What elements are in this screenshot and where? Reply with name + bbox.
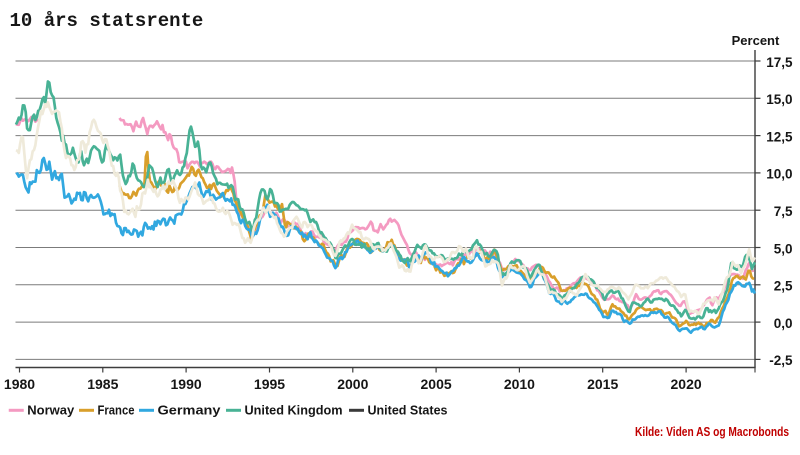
svg-text:2,5: 2,5 <box>774 279 793 294</box>
svg-text:10 års statsrente: 10 års statsrente <box>10 10 204 32</box>
svg-text:United Kingdom: United Kingdom <box>245 404 343 418</box>
svg-text:2000: 2000 <box>337 376 368 392</box>
svg-text:1995: 1995 <box>254 376 285 392</box>
svg-text:2015: 2015 <box>587 376 618 392</box>
svg-text:-2,5: -2,5 <box>769 353 793 368</box>
svg-text:2010: 2010 <box>504 376 535 392</box>
svg-text:15,0: 15,0 <box>766 92 792 107</box>
svg-text:Germany: Germany <box>158 404 221 418</box>
svg-text:2005: 2005 <box>421 376 452 392</box>
svg-text:2020: 2020 <box>671 376 702 392</box>
svg-text:1985: 1985 <box>87 376 118 392</box>
svg-text:10,0: 10,0 <box>766 167 792 182</box>
svg-text:United States: United States <box>368 404 448 418</box>
svg-text:Percent: Percent <box>732 33 780 48</box>
svg-text:1990: 1990 <box>171 376 202 392</box>
svg-text:5,0: 5,0 <box>774 241 793 256</box>
svg-text:12,5: 12,5 <box>766 129 793 144</box>
svg-text:17,5: 17,5 <box>766 55 793 70</box>
svg-text:Norway: Norway <box>27 404 74 418</box>
svg-text:7,5: 7,5 <box>774 204 793 219</box>
svg-text:Kilde: Viden AS og Macrobonds: Kilde: Viden AS og Macrobonds <box>635 424 789 439</box>
svg-text:1980: 1980 <box>4 376 35 392</box>
svg-text:France: France <box>98 404 135 418</box>
svg-text:0,0: 0,0 <box>774 316 793 331</box>
